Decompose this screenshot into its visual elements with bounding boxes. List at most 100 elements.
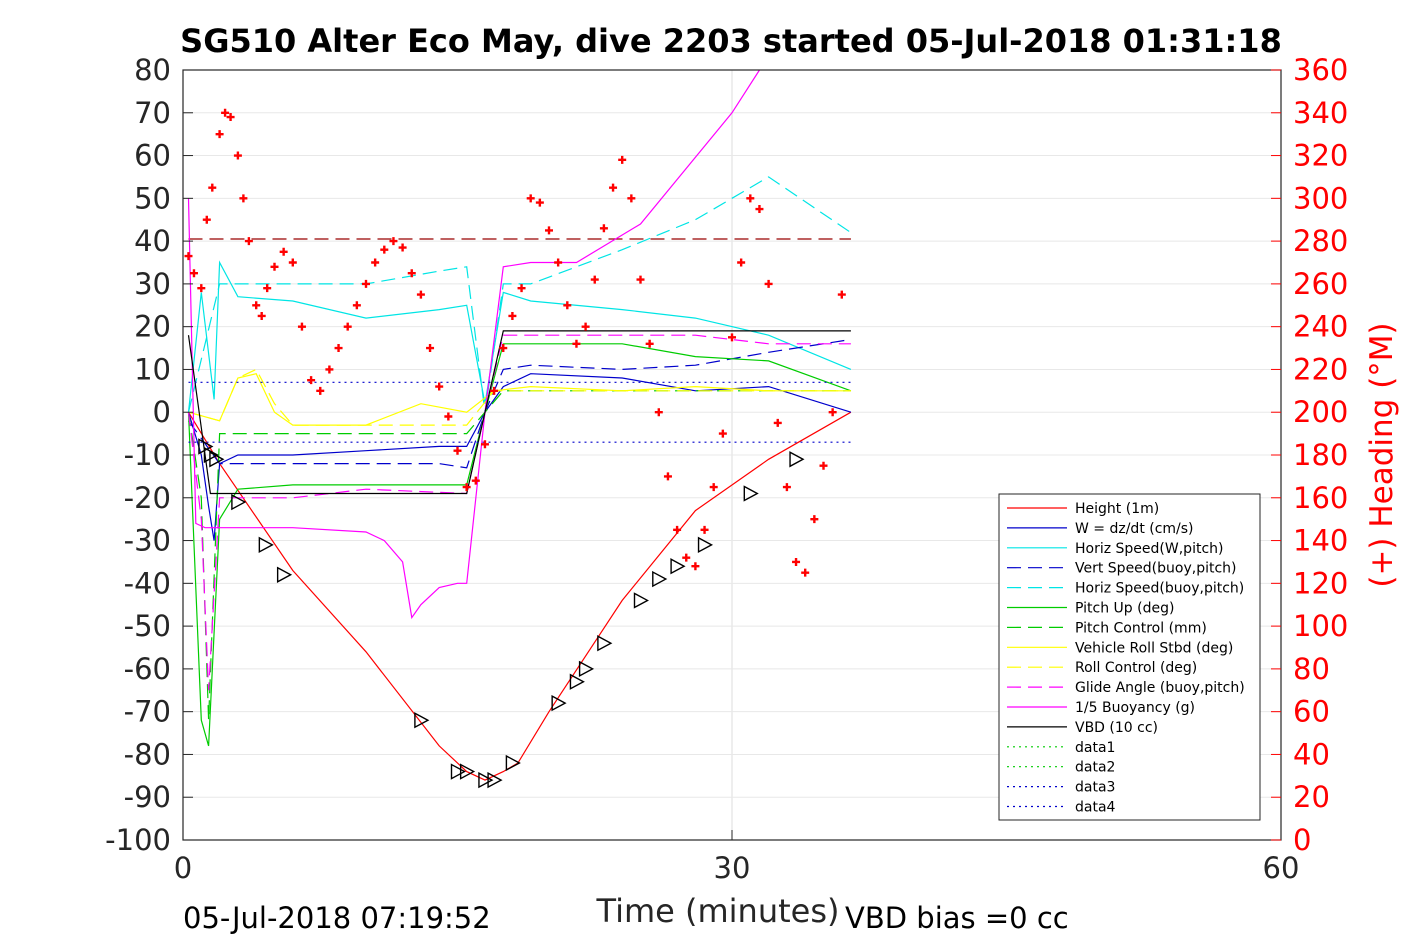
heading-marker <box>682 553 691 562</box>
y-tick-label: 10 <box>134 352 171 386</box>
heading-marker <box>709 483 718 492</box>
heading-marker <box>233 151 242 160</box>
depth-marker <box>478 771 494 789</box>
depth-marker <box>633 592 649 609</box>
heading-marker <box>371 258 380 267</box>
heading-marker <box>426 344 435 353</box>
depth-marker <box>231 493 247 511</box>
y-tick-label: -30 <box>124 524 171 558</box>
heading-marker <box>819 461 828 470</box>
y2-tick-label: 140 <box>1293 524 1348 558</box>
depth-marker <box>789 451 805 468</box>
y-tick-label: -60 <box>124 652 171 686</box>
series-line-7 <box>188 373 851 426</box>
legend-label: Vehicle Roll Stbd (deg) <box>1075 640 1233 656</box>
y2-tick-label: 120 <box>1293 566 1348 600</box>
heading-marker <box>828 408 837 417</box>
series-line-1 <box>187 373 852 541</box>
heading-marker <box>700 525 709 534</box>
heading-marker <box>307 376 316 385</box>
heading-marker <box>252 301 261 310</box>
legend-label: data4 <box>1075 800 1116 816</box>
heading-marker <box>471 476 480 485</box>
legend-label: Height (1m) <box>1075 501 1159 517</box>
heading-marker <box>189 269 198 278</box>
heading-marker <box>654 408 663 417</box>
heading-marker <box>221 108 230 117</box>
y2-tick-label: 0 <box>1293 823 1311 857</box>
series-line-2 <box>187 260 852 413</box>
heading-marker <box>297 322 306 331</box>
heading-marker <box>609 183 618 192</box>
footer-vbd-bias: VBD bias =0 cc <box>845 901 1069 935</box>
heading-marker <box>728 333 736 342</box>
y2-tick-label: 160 <box>1293 481 1348 515</box>
y2-tick-label: 200 <box>1293 395 1348 429</box>
heading-marker <box>490 386 499 395</box>
legend-label: Vert Speed(buoy,pitch) <box>1075 561 1237 577</box>
heading-marker <box>184 252 193 261</box>
heading-marker <box>535 198 544 207</box>
heading-marker <box>563 301 572 310</box>
heading-marker <box>773 418 782 427</box>
depth-marker <box>276 566 293 583</box>
y2-tick-label: 20 <box>1293 780 1330 814</box>
heading-marker <box>645 339 654 348</box>
heading-marker <box>764 279 773 288</box>
heading-marker <box>453 446 462 455</box>
y2-tick-label: 320 <box>1293 139 1348 173</box>
depth-marker <box>578 660 595 678</box>
legend-label: Glide Angle (buoy,pitch) <box>1075 680 1245 696</box>
heading-marker <box>263 284 272 293</box>
heading-marker <box>416 290 425 299</box>
y2-tick-label: 40 <box>1293 737 1330 771</box>
heading-marker <box>215 130 224 139</box>
heading-marker <box>673 525 682 534</box>
heading-marker <box>239 194 248 203</box>
y2-tick-label: 220 <box>1293 352 1348 386</box>
depth-marker <box>652 570 668 588</box>
heading-marker <box>352 301 361 310</box>
heading-marker <box>226 113 235 122</box>
heading-marker <box>526 194 535 203</box>
y-tick-label: -50 <box>124 609 171 643</box>
heading-marker <box>334 344 343 353</box>
depth-marker <box>597 635 613 652</box>
y2-tick-label: 60 <box>1293 695 1330 729</box>
y-tick-label: -90 <box>124 780 171 814</box>
y-tick-label: 40 <box>134 224 171 258</box>
depth-marker <box>450 763 466 780</box>
depth-marker <box>459 763 476 780</box>
y-tick-label: 30 <box>134 267 171 301</box>
legend-label: Pitch Control (mm) <box>1075 620 1207 636</box>
legend-label: data2 <box>1075 760 1115 776</box>
legend-label: Horiz Speed(buoy,pitch) <box>1075 581 1244 597</box>
heading-marker <box>746 194 755 203</box>
heading-marker <box>590 275 599 284</box>
y-tick-label: 20 <box>134 310 171 344</box>
heading-marker <box>755 205 764 214</box>
heading-marker <box>837 290 846 299</box>
y2-tick-label: 80 <box>1293 652 1330 686</box>
heading-marker <box>202 215 211 224</box>
heading-marker <box>407 269 416 278</box>
axes: 0 30 6080706050403020100-10-20-30-40-50-60… <box>105 53 1348 885</box>
y2-tick-label: 260 <box>1293 267 1348 301</box>
heading-marker <box>279 247 288 256</box>
heading-marker <box>389 237 398 246</box>
x-axis-label: Time (minutes) <box>596 892 840 930</box>
heading-marker <box>691 562 700 571</box>
y2-tick-label: 100 <box>1293 609 1348 643</box>
legend-label: VBD (10 cc) <box>1075 720 1158 736</box>
heading-marker <box>343 322 352 331</box>
depth-marker <box>258 536 274 554</box>
y-tick-label: -40 <box>124 566 171 600</box>
heading-marker <box>244 237 253 246</box>
heading-marker <box>627 194 636 203</box>
heading-marker <box>398 243 407 252</box>
depth-marker <box>670 558 686 575</box>
series-line-11 <box>187 330 851 495</box>
y2-tick-label: 240 <box>1293 310 1348 344</box>
x-tick-label: 30 <box>714 851 751 885</box>
y-tick-label: 60 <box>134 139 171 173</box>
